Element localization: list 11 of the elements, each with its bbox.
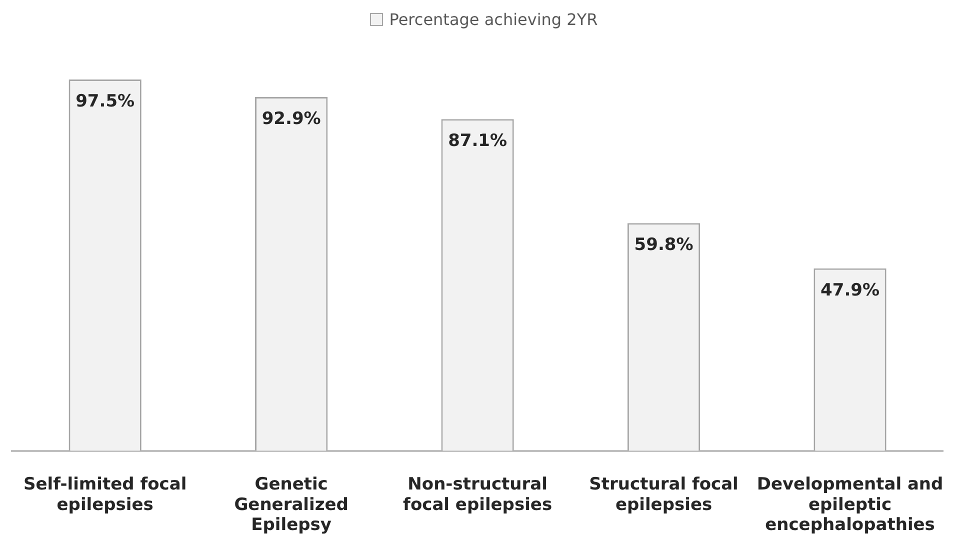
x-tick-label: Developmental and epileptic encephalopathies [756, 474, 944, 536]
x-tick-label: Non-structural focal epilepsies [403, 474, 552, 515]
x-tick-label: Genetic Generalized Epilepsy [234, 474, 348, 536]
text: Percentage achieving 2YR [389, 10, 598, 29]
data-label: 87.1% [448, 131, 508, 152]
data-label: 47.9% [820, 280, 880, 300]
x-tick-label: Structural focal epilepsies [589, 474, 738, 515]
x-tick-label: Self-limited focal epilepsies [24, 474, 187, 515]
data-label: 97.5% [76, 91, 135, 112]
data-label: 59.8% [634, 235, 694, 256]
data-label: 92.9% [262, 108, 321, 129]
